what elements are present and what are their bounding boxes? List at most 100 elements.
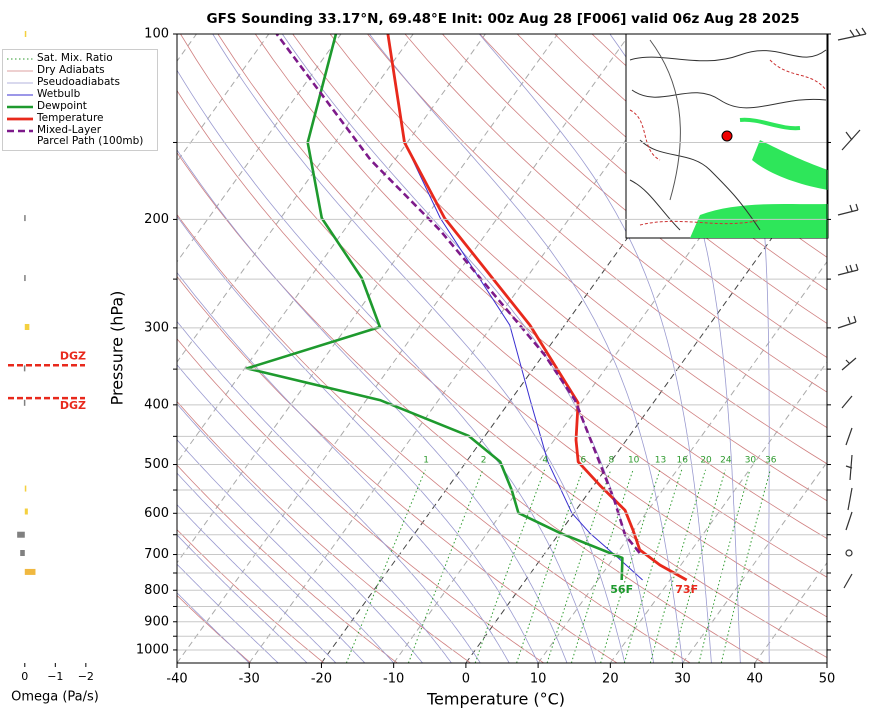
- y-tick-label: 700: [144, 547, 169, 562]
- mixing-ratio-label: 13: [655, 456, 666, 466]
- dgz-label: DGZ: [60, 349, 86, 362]
- mixing-ratio-label: 36: [765, 456, 777, 466]
- legend-label: Wetbulb: [37, 88, 81, 100]
- legend-label: Sat. Mix. Ratio: [37, 52, 113, 64]
- mixing-ratio-label: 16: [677, 456, 689, 466]
- omega-tick-label: −1: [47, 670, 63, 683]
- legend-entry: Dry Adiabats: [3, 65, 157, 76]
- isotherm: [177, 34, 414, 363]
- dry-adiabat: [177, 275, 618, 663]
- plot-frame: [176, 33, 828, 664]
- legend-swatch: [7, 70, 33, 72]
- mixing-ratio-label: 24: [720, 456, 732, 466]
- pseudoadiabat: [177, 592, 250, 663]
- legend-label: Pseudoadiabats: [37, 76, 120, 88]
- dry-adiabat: [254, 34, 827, 540]
- surface-label: 56F: [610, 583, 633, 596]
- pseudoadiabat: [177, 534, 308, 663]
- y-tick-label: 900: [144, 614, 169, 629]
- pseudoadiabat: [730, 34, 770, 663]
- mixing-ratio-line: [671, 469, 726, 663]
- pseudoadiabat: [177, 472, 366, 663]
- mixing-ratio-line: [474, 469, 545, 663]
- y-tick-label: 500: [144, 457, 169, 472]
- mixing-ratio-label: 8: [609, 456, 615, 466]
- y-tick-label: 600: [144, 506, 169, 521]
- x-tick-label: -10: [383, 672, 404, 687]
- x-tick-label: -30: [239, 672, 260, 687]
- x-axis-label: Temperature (°C): [426, 690, 565, 709]
- legend-swatch: [7, 117, 33, 121]
- dry-adiabat: [177, 89, 827, 659]
- dry-adiabat: [177, 464, 398, 663]
- pseudoadiabat: [369, 34, 683, 663]
- legend-entry: Sat. Mix. Ratio: [3, 53, 157, 64]
- isotherm: [177, 34, 486, 464]
- omega-tick-label: 0: [21, 670, 28, 683]
- x-tick-label: 10: [530, 672, 547, 687]
- legend-label: Mixed-Layer Parcel Path (100mb): [37, 124, 144, 147]
- pseudoadiabat: [478, 34, 712, 663]
- isotherm: [177, 34, 342, 263]
- isotherm: [177, 34, 559, 564]
- dry-adiabat: [516, 34, 827, 291]
- pseudoadiabat: [609, 34, 741, 663]
- surface-label: 73F: [675, 583, 698, 596]
- profile-line: [386, 34, 688, 582]
- x-tick-label: 30: [674, 672, 691, 687]
- profile-line: [275, 34, 641, 554]
- pseudoadiabat: [177, 149, 568, 663]
- pseudoadiabat: [177, 364, 452, 663]
- dry-adiabat: [292, 34, 827, 502]
- omega-bar: [24, 275, 26, 282]
- mixing-ratio-line: [720, 469, 771, 663]
- x-tick-label: -40: [166, 672, 187, 687]
- legend-entry: Wetbulb: [3, 89, 157, 100]
- dry-adiabat: [217, 34, 827, 578]
- pseudoadiabat: [212, 34, 626, 663]
- pseudoadiabat: [177, 69, 597, 663]
- dry-adiabat: [442, 34, 827, 359]
- pseudoadiabat: [177, 563, 279, 663]
- omega-bar: [24, 568, 36, 575]
- legend-label: Dewpoint: [37, 100, 87, 112]
- omega-bar: [17, 531, 25, 538]
- legend-entry: Pseudoadiabats: [3, 77, 157, 88]
- mixing-ratio-label: 6: [580, 456, 586, 466]
- y-tick-label: 100: [144, 27, 169, 42]
- dry-adiabat: [404, 34, 827, 393]
- x-tick-label: 50: [819, 672, 836, 687]
- omega-bar: [23, 399, 26, 406]
- dry-adiabat: [479, 34, 827, 324]
- y-tick-label: 400: [144, 397, 169, 412]
- profile-line: [245, 34, 624, 581]
- mixing-ratio-line: [649, 469, 706, 663]
- dry-adiabat: [367, 34, 827, 429]
- omega-bar: [24, 323, 30, 330]
- pseudoadiabat: [177, 439, 394, 663]
- dry-adiabat: [177, 338, 544, 663]
- omega-tick-label: −2: [78, 670, 94, 683]
- dry-adiabat: [177, 529, 325, 663]
- legend-swatch: [7, 129, 33, 133]
- y-tick-label: 200: [144, 212, 169, 227]
- mixing-ratio-label: 20: [700, 456, 712, 466]
- wind-barbs: [837, 27, 867, 589]
- dgz-label: DGZ: [60, 399, 86, 412]
- legend-swatch: [7, 105, 33, 109]
- y-tick-label: 800: [144, 583, 169, 598]
- mixing-ratio-label: 1: [423, 456, 429, 466]
- legend-label: Dry Adiabats: [37, 64, 105, 76]
- dry-adiabat: [177, 594, 252, 663]
- pseudoadiabat: [177, 215, 539, 663]
- x-tick-label: 20: [602, 672, 619, 687]
- omega-axis-label: Omega (Pa/s): [11, 690, 99, 705]
- pseudoadiabat: [177, 403, 423, 663]
- profiles: [245, 34, 688, 582]
- mixing-ratio-line: [698, 469, 751, 663]
- mixing-ratio-label: 30: [745, 456, 757, 466]
- legend-entry: Dewpoint: [3, 101, 157, 112]
- mixing-ratio-line: [516, 469, 584, 663]
- omega-bar: [24, 215, 26, 222]
